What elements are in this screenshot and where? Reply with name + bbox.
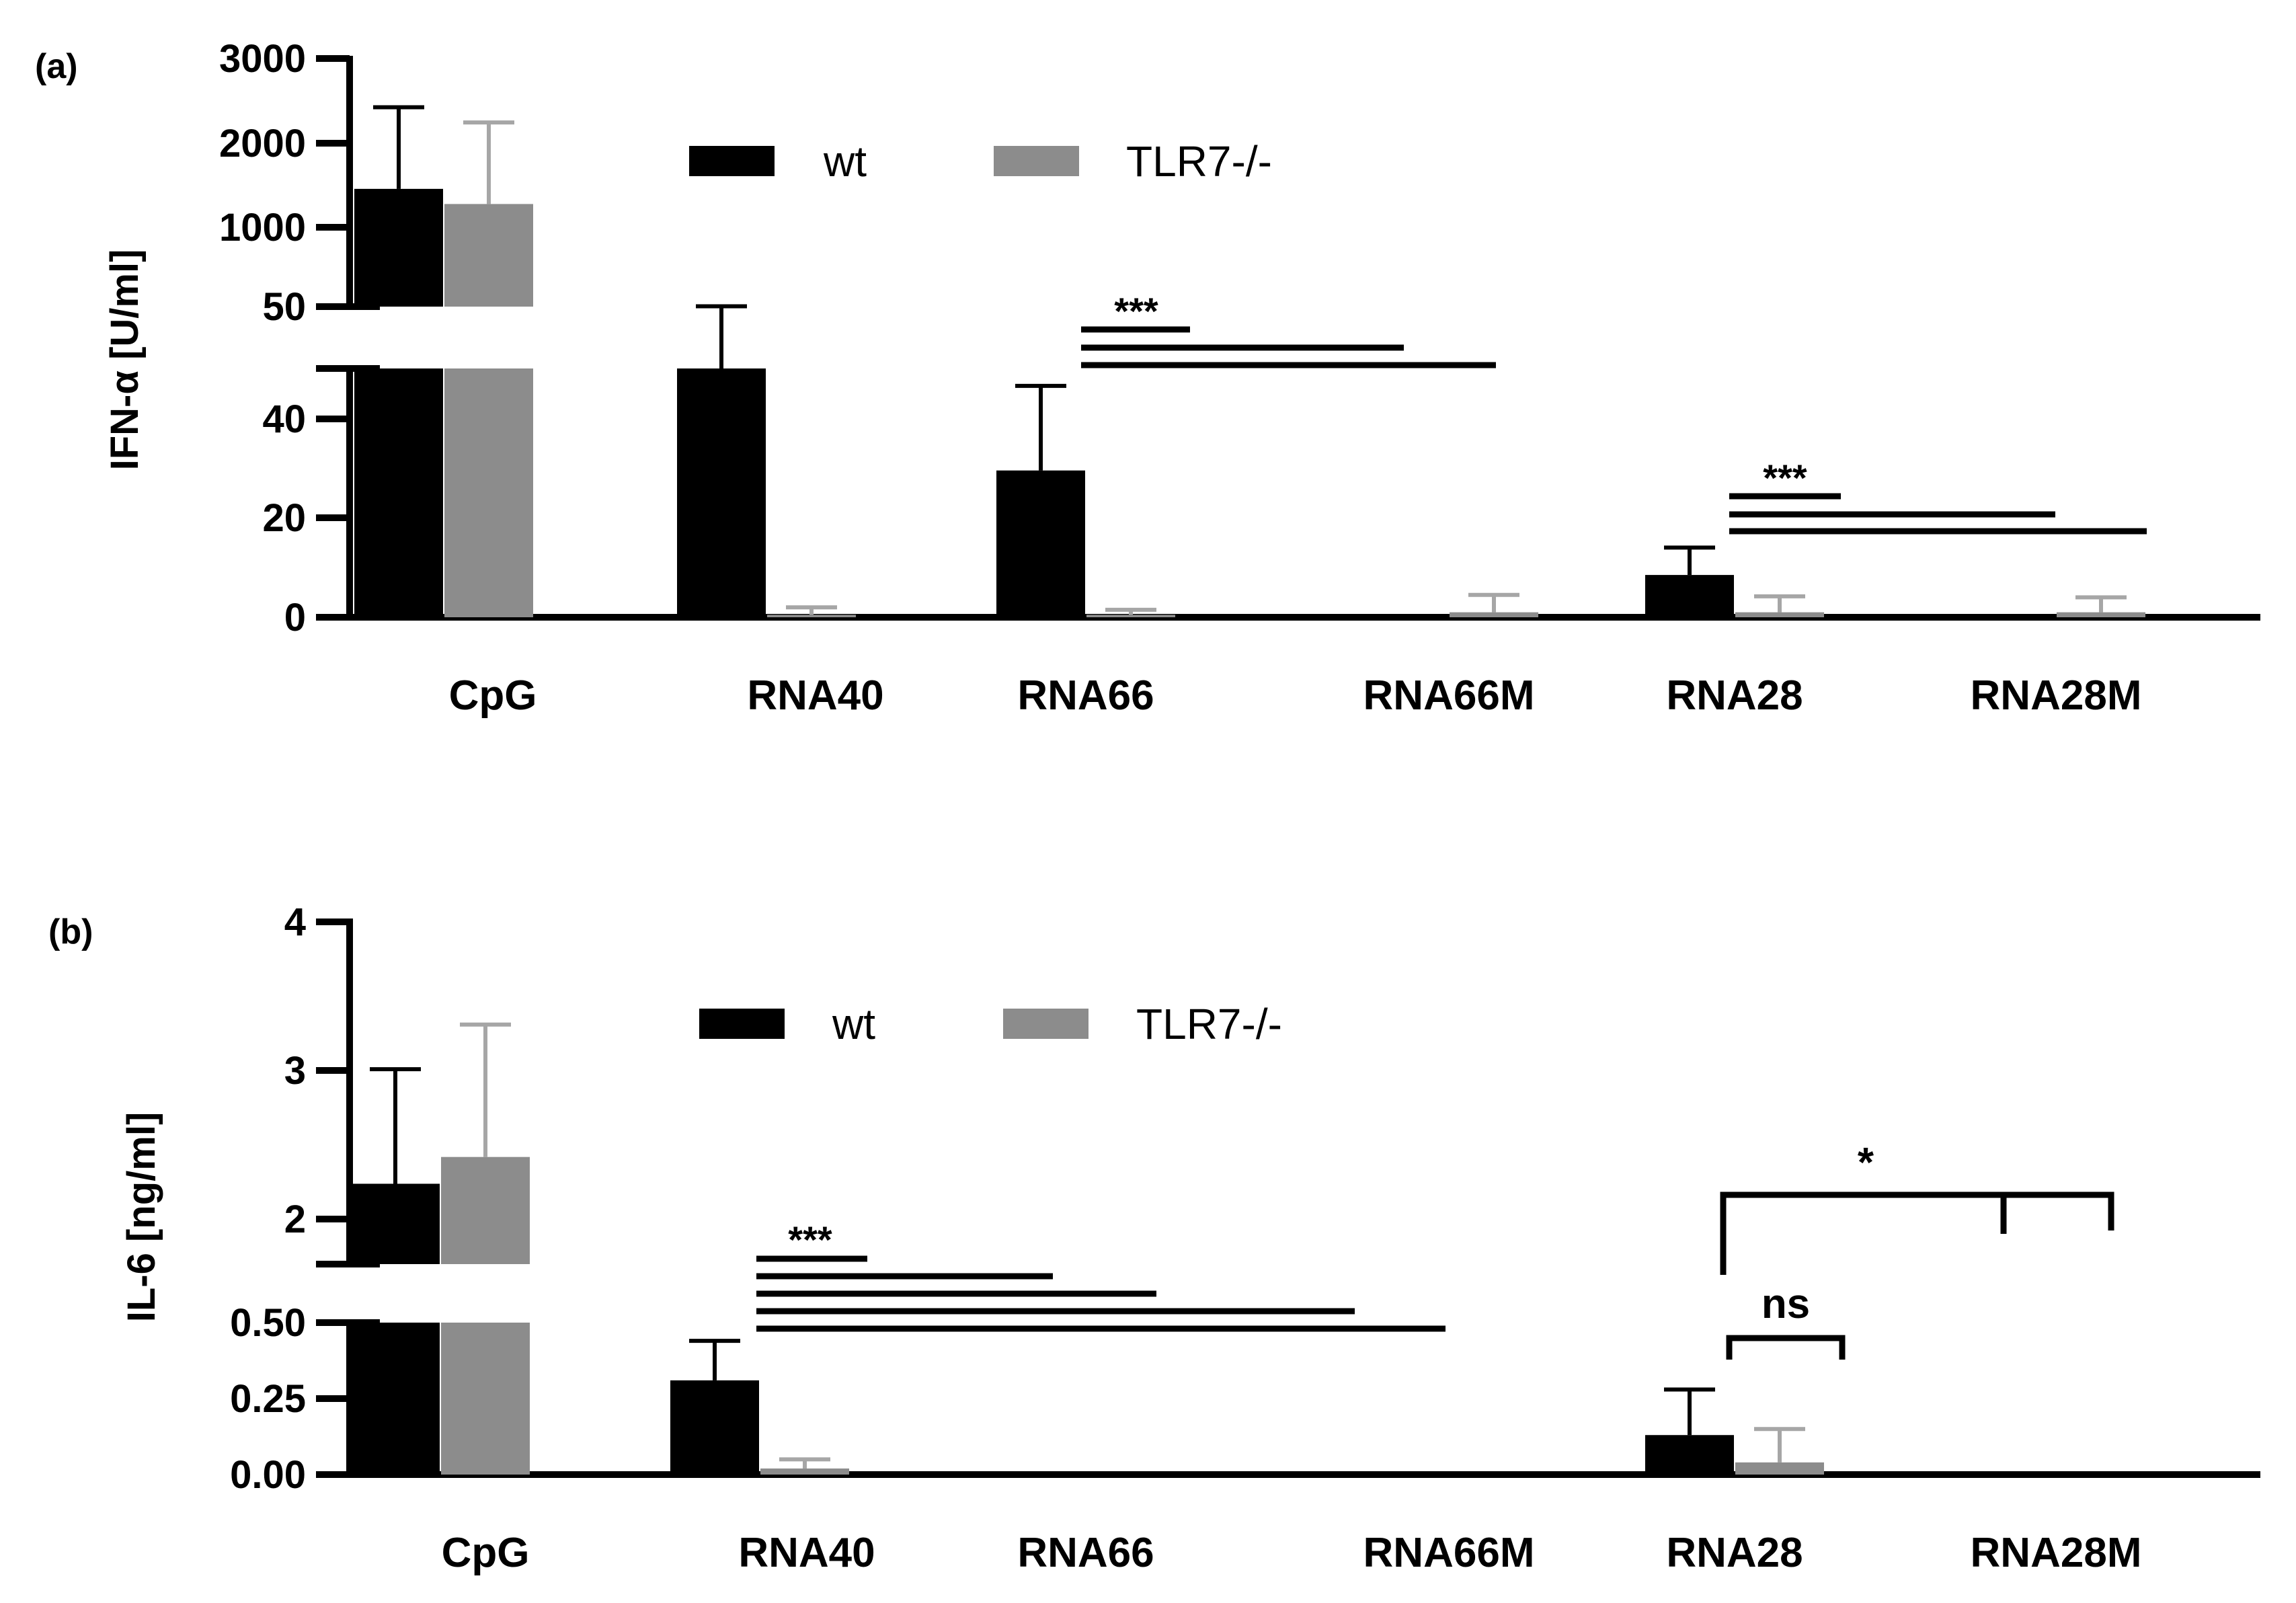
panel-b-x-label-cpg: CpG: [442, 1530, 530, 1576]
panel-b-tick-label-050: 0.50: [230, 1301, 306, 1345]
panel-b-bar-wt-rna28: [1645, 1435, 1734, 1475]
panel-b-x-label-rna40: RNA40: [738, 1530, 875, 1576]
panel-a-label: (a): [35, 47, 78, 86]
panel-a-tick-label-40: 40: [262, 397, 306, 441]
panel-a-x-label-rna28: RNA28: [1666, 672, 1803, 719]
panel-a-tick-label-1000: 1000: [219, 206, 306, 249]
panel-b-sig-label-rna40: ***: [788, 1218, 832, 1261]
panel-a-bar-wt-rna66: [996, 470, 1085, 617]
panel-b-bar-wt-cpg: [351, 1323, 440, 1475]
panel-a-legend-swatch-tlr7: [994, 146, 1079, 176]
panel-b-legend: wt TLR7-/-: [699, 1000, 1282, 1048]
panel-a-bar-wt-cpg-upper: [354, 188, 443, 307]
panel-b-significance: [756, 1191, 2114, 1360]
panel-b-il6: (b) IL-6 [ng/ml] 4 3 2 0.50 0.25 0.00 Cp…: [48, 900, 2260, 1576]
panel-a-x-tick-labels: CpG RNA40 RNA66 RNA66M RNA28 RNA28M: [449, 672, 2142, 719]
panel-a-sig-label-rna28: ***: [1763, 457, 1807, 499]
panel-a-bars: [354, 105, 2145, 617]
panel-b-bar-tlr7-cpg-upper: [441, 1157, 530, 1264]
panel-b-tick-label-000: 0.00: [230, 1453, 306, 1497]
panel-b-tick-label-3: 3: [284, 1049, 306, 1093]
panel-b-legend-swatch-tlr7: [1003, 1009, 1088, 1039]
panel-b-sig-label-ns: ns: [1761, 1281, 1810, 1327]
panel-a-y-tick-labels: 3000 2000 1000 50 40 20 0: [219, 37, 306, 639]
panel-b-sig-bracket-ns: [1726, 1335, 1846, 1360]
panel-a-bar-wt-cpg: [354, 368, 443, 617]
panel-b-axes: [316, 918, 2260, 1478]
panel-b-bar-wt-cpg-upper: [351, 1183, 440, 1264]
panel-b-sig-bracket-star: [1720, 1191, 2114, 1275]
panel-b-tick-label-4: 4: [284, 900, 306, 944]
panel-b-legend-label-tlr7: TLR7-/-: [1136, 1000, 1282, 1048]
panel-a-legend-swatch-wt: [689, 146, 775, 176]
panel-a-bar-tlr7-cpg-upper: [444, 204, 533, 307]
panel-a-tick-label-20: 20: [262, 496, 306, 540]
panel-a-significance: [1081, 326, 2147, 535]
panel-a-bar-tlr7-rna66m: [1450, 612, 1538, 617]
panel-a-bar-wt-rna28: [1645, 575, 1734, 617]
panel-a-bar-tlr7-rna28m: [2057, 612, 2145, 617]
panel-a-x-label-rna28m: RNA28M: [1971, 672, 2142, 719]
panel-b-bar-wt-rna40: [670, 1380, 759, 1475]
panel-b-tick-label-025: 0.25: [230, 1377, 306, 1421]
panel-b-sig-label-star: *: [1858, 1140, 1874, 1186]
panel-a-bar-tlr7-cpg: [444, 368, 533, 617]
panel-b-bars: [351, 1022, 1824, 1475]
panel-b-bar-tlr7-rna40: [760, 1468, 849, 1475]
panel-b-x-tick-labels: CpG RNA40 RNA66 RNA66M RNA28 RNA28M: [442, 1530, 2142, 1576]
panel-a-tick-label-50: 50: [262, 285, 306, 329]
panel-b-bar-tlr7-cpg: [441, 1323, 530, 1475]
panel-b-y-tick-labels: 4 3 2 0.50 0.25 0.00: [230, 900, 306, 1497]
panel-a-tick-label-3000: 3000: [219, 37, 306, 81]
panel-b-legend-swatch-wt: [699, 1009, 785, 1039]
panel-a-legend-label-tlr7: TLR7-/-: [1126, 137, 1272, 186]
panel-a-bar-tlr7-rna66: [1086, 615, 1175, 617]
panel-b-x-label-rna28m: RNA28M: [1971, 1530, 2142, 1576]
panel-a-bar-tlr7-rna40: [767, 615, 856, 617]
panel-a-tick-label-0: 0: [284, 596, 306, 639]
panel-b-label: (b): [48, 912, 93, 951]
panel-a-x-label-rna40: RNA40: [747, 672, 883, 719]
panel-a-bar-tlr7-rna28: [1735, 612, 1824, 617]
panel-a-legend: wt TLR7-/-: [689, 137, 1272, 186]
panel-a-y-axis-label: IFN-α [U/ml]: [103, 249, 147, 471]
panel-a-x-label-rna66: RNA66: [1017, 672, 1154, 719]
panel-b-x-label-rna28: RNA28: [1666, 1530, 1803, 1576]
panel-a-x-label-rna66m: RNA66M: [1363, 672, 1535, 719]
panel-a-legend-label-wt: wt: [823, 137, 867, 186]
panel-b-x-label-rna66m: RNA66M: [1363, 1530, 1535, 1576]
panel-b-tick-label-2: 2: [284, 1198, 306, 1241]
panel-b-x-label-rna66: RNA66: [1017, 1530, 1154, 1576]
panel-a-sig-label-rna66: ***: [1114, 290, 1158, 332]
panel-a-bar-wt-rna40: [677, 368, 766, 617]
panel-a-ifn-alpha: (a) IFN-α [U/ml] 3000 2000 1000 50 40 20…: [35, 37, 2260, 719]
panel-a-x-label-cpg: CpG: [449, 672, 537, 719]
panel-a-tick-label-2000: 2000: [219, 122, 306, 165]
panel-b-bar-tlr7-rna28: [1735, 1462, 1824, 1475]
panel-b-legend-label-wt: wt: [832, 1000, 875, 1048]
panel-b-y-axis-label: IL-6 [ng/ml]: [120, 1112, 163, 1323]
